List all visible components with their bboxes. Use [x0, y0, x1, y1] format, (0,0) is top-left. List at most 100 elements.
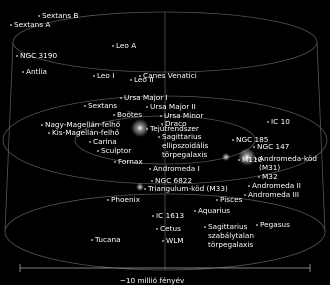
galaxy-label: WLM	[166, 236, 184, 245]
galaxy-dot	[238, 159, 240, 161]
label-line: Sextans B	[42, 11, 78, 20]
galaxy-label: Canes Venatici	[143, 71, 197, 80]
label-line: Andromeda III	[248, 190, 299, 199]
galaxy-label: Ursa Major I	[124, 93, 168, 102]
galaxy-dot	[16, 55, 18, 57]
galaxy-dot	[89, 141, 91, 143]
galaxy-dot	[120, 97, 122, 99]
label-line: Pisces	[220, 195, 243, 204]
galaxy-dot	[130, 79, 132, 81]
galaxy-dot	[244, 194, 246, 196]
galaxy-label: Andromeda III	[248, 190, 299, 199]
galaxy-dot	[146, 106, 148, 108]
galaxy-label: IC 1613	[156, 211, 184, 220]
galaxy-dot	[267, 121, 269, 123]
label-line: Sagittarius	[162, 132, 202, 141]
galaxy-label: NGC 3190	[20, 51, 57, 60]
galaxy-dot	[232, 139, 234, 141]
galaxy-dot	[160, 115, 162, 117]
galaxy-dot	[38, 15, 40, 17]
label-line: Cetus	[160, 224, 181, 233]
galaxy-label: Boötes	[117, 110, 142, 119]
label-line: törpegalaxis	[208, 240, 253, 249]
label-line: Leo A	[116, 41, 136, 50]
galaxy-label: Andromeda I	[153, 164, 200, 173]
galaxy-label: IC 10	[271, 117, 290, 126]
galaxy-dot	[146, 128, 148, 130]
galaxy-label: Ursa Major II	[150, 102, 196, 111]
galaxy-dot	[248, 185, 250, 187]
galaxy-dot	[93, 75, 95, 77]
label-line: Leo I	[97, 71, 114, 80]
galaxy-label: Aquarius	[198, 206, 230, 215]
m110-glow	[222, 153, 230, 161]
galaxy-dot	[156, 228, 158, 230]
galaxy-label: Sextans B	[42, 11, 78, 20]
galaxy-dot	[194, 210, 196, 212]
galaxy-dot	[152, 215, 154, 217]
galaxy-dot	[48, 132, 50, 134]
label-line: Boötes	[117, 110, 142, 119]
scale-label: ~10 millió fényév	[120, 276, 185, 285]
galaxy-dot	[107, 199, 109, 201]
label-line: IC 1613	[156, 211, 184, 220]
galaxy-dot	[91, 239, 93, 241]
label-line: Kis-Magellán-felhő	[52, 128, 120, 137]
galaxy-label: NGC 147	[257, 142, 290, 151]
label-line: Antlia	[26, 67, 47, 76]
galaxy-dot	[84, 105, 86, 107]
galaxy-label: Andromeda II	[252, 181, 301, 190]
galaxy-dot	[41, 124, 43, 126]
m33-glow	[136, 183, 144, 191]
label-line: (M31)	[259, 163, 280, 172]
label-line: Tucana	[94, 235, 121, 244]
galaxy-dot	[112, 45, 114, 47]
galaxy-label: Sculptor	[101, 146, 131, 155]
galaxy-dot	[162, 240, 164, 242]
galaxy-dot	[151, 180, 153, 182]
galaxy-label: Leo I	[97, 71, 114, 80]
label-line: NGC 147	[257, 142, 290, 151]
label-line: Sagittarius	[208, 222, 248, 231]
galaxy-dot	[258, 176, 260, 178]
label-line: Ursa Major II	[150, 102, 196, 111]
label-line: törpegalaxis	[162, 150, 207, 159]
label-line: Carina	[93, 137, 117, 146]
galaxy-dot	[22, 71, 24, 73]
galaxy-dot	[253, 146, 255, 148]
galaxy-dot	[139, 75, 141, 77]
local-group-diagram: ~10 millió fényév Sextans BSextans ANGC …	[0, 0, 330, 285]
galaxy-label: Tucana	[94, 235, 121, 244]
galaxy-label: Cetus	[160, 224, 181, 233]
label-line: Sculptor	[101, 146, 131, 155]
galaxy-label: Carina	[93, 137, 117, 146]
galaxy-dot	[158, 136, 160, 138]
galaxy-label: Pegasus	[260, 220, 290, 229]
galaxy-dot	[10, 24, 12, 26]
label-line: ellipszoidális	[162, 141, 208, 150]
galaxy-label: M32	[262, 172, 278, 181]
label-line: Fornax	[118, 157, 143, 166]
label-line: Aquarius	[198, 206, 230, 215]
galaxy-dot	[149, 168, 151, 170]
galaxy-dot	[255, 158, 257, 160]
galaxy-dot	[114, 161, 116, 163]
label-line: NGC 3190	[20, 51, 57, 60]
label-line: Andromeda II	[252, 181, 301, 190]
label-line: Pegasus	[260, 220, 290, 229]
label-line: IC 10	[271, 117, 290, 126]
label-line: M32	[262, 172, 278, 181]
label-line: Canes Venatici	[143, 71, 197, 80]
galaxy-label: Kis-Magellán-felhő	[52, 128, 120, 137]
galaxy-label: Leo A	[116, 41, 136, 50]
milky-way-glow	[131, 119, 149, 137]
label-line: Andromeda I	[153, 164, 200, 173]
label-line: WLM	[166, 236, 184, 245]
galaxy-dot	[97, 150, 99, 152]
label-line: Triangulum-köd (M33)	[147, 184, 228, 193]
label-line: Sextans	[88, 101, 117, 110]
galaxy-dot	[144, 188, 146, 190]
galaxy-label: Fornax	[118, 157, 143, 166]
galaxy-dot	[113, 114, 115, 116]
galaxy-label: Antlia	[26, 67, 47, 76]
